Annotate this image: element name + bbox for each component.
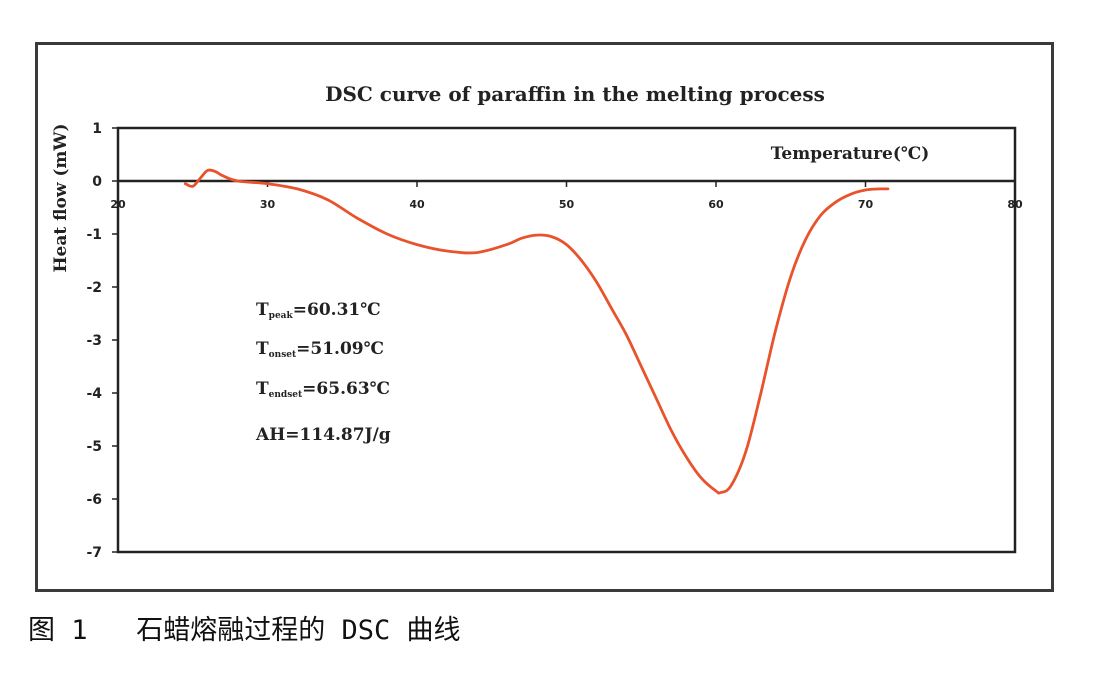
y-tick-label: -3 <box>86 333 102 349</box>
y-tick-label: -1 <box>86 227 102 243</box>
annotation-4: AH=114.87J/g <box>255 425 391 445</box>
x-tick-label: 50 <box>559 198 575 211</box>
annotation-1: Tpeak=60.31℃ <box>256 300 381 321</box>
y-tick-label: 1 <box>92 121 102 137</box>
y-axis-label: Heat flow (mW) <box>51 123 71 272</box>
x-tick-label: 80 <box>1007 198 1023 211</box>
x-tick-label: 30 <box>260 198 276 211</box>
x-tick-label: 70 <box>858 198 874 211</box>
annotation-2: Tonset=51.09℃ <box>256 339 384 360</box>
plot-area: 20 30 40 50 60 70 80 1 0 -1 -2 -3 -4 -5 -6 -7 <box>86 121 1023 561</box>
figure-frame <box>35 42 1054 592</box>
y-tick-label: -5 <box>86 439 102 455</box>
figure-caption: 图 1 石蜡熔融过程的 DSC 曲线 <box>28 615 461 646</box>
annotations: Tpeak=60.31℃ Tonset=51.09℃ Tendset=65.63℃ A… <box>255 300 391 445</box>
y-tick-label: -6 <box>86 492 102 508</box>
y-tick-label: 0 <box>92 174 102 190</box>
x-tick-label: 60 <box>708 198 724 211</box>
plot-border <box>116 126 1017 554</box>
y-tick-label: -7 <box>86 545 102 561</box>
y-tick-label: -2 <box>86 280 102 296</box>
x-axis-label: Temperature(℃) <box>771 144 930 164</box>
y-tick-label: -4 <box>86 386 102 402</box>
x-tick-label: 40 <box>409 198 425 211</box>
annotation-3: Tendset=65.63℃ <box>256 379 390 400</box>
chart-title: DSC curve of paraffin in the melting pro… <box>325 82 825 106</box>
x-tick-label: 20 <box>110 198 126 211</box>
dsc-curve <box>183 168 890 495</box>
